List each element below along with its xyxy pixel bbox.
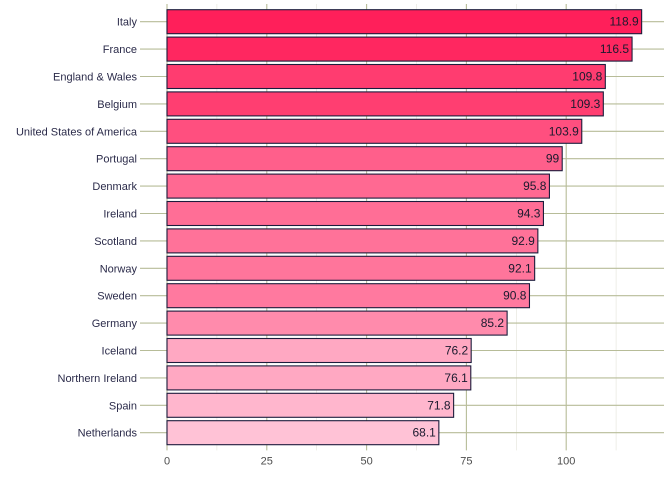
value-label: 118.9 [610,15,639,29]
bar [166,420,440,446]
bar [166,310,508,336]
category-label: Norway [100,263,138,275]
category-label: Italy [117,17,138,29]
category-label: England & Wales [53,72,137,84]
x-tick-label: 25 [261,455,273,467]
bar [166,228,539,254]
category-label: Scotland [94,236,137,248]
bars [166,9,643,446]
category-label: Iceland [102,346,137,358]
value-label: 85.2 [481,316,505,330]
bar [166,283,531,309]
value-label: 76.2 [445,344,469,358]
category-label: Ireland [103,209,137,221]
category-label: France [103,44,137,56]
bar [166,146,563,172]
bar [166,255,536,281]
value-label: 109.8 [572,70,602,84]
value-label: 94.3 [517,207,541,221]
x-tick-label: 100 [557,455,575,467]
value-label: 103.9 [549,124,579,138]
value-label: 71.8 [427,398,451,412]
value-label: 92.1 [508,261,532,275]
bar [166,63,606,90]
x-tick-label: 75 [460,455,472,467]
bar [166,173,550,199]
category-label: Northern Ireland [58,373,138,385]
labels: 118.9 Italy 116.5 France 109.8 England & Wale… [16,15,639,468]
bar [166,118,583,144]
x-tick-label: 0 [164,455,170,467]
category-label: Sweden [97,291,137,303]
category-label: Denmark [92,181,137,193]
bar [166,91,604,117]
category-label: Spain [109,400,137,412]
category-label: United States of America [16,126,138,138]
bar [166,9,643,35]
bar [166,36,633,62]
category-label: Portugal [96,154,137,166]
value-label: 68.1 [412,426,436,440]
category-label: Belgium [97,99,137,111]
bar [166,337,472,364]
value-label: 92.9 [511,234,535,248]
value-label: 76.1 [444,371,468,385]
x-tick-label: 50 [360,455,372,467]
category-label: Germany [92,318,138,330]
value-label: 109.3 [570,97,600,111]
bar [166,200,544,227]
bar [166,392,455,418]
value-label: 116.5 [600,42,629,56]
bar [166,365,472,391]
value-label: 90.8 [503,289,527,303]
category-label: Netherlands [78,428,138,440]
value-label: 95.8 [523,179,547,193]
value-label: 99 [546,152,560,166]
